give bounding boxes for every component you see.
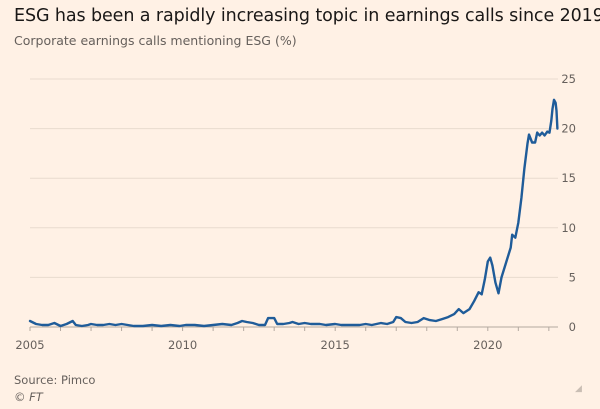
chart-subtitle: Corporate earnings calls mentioning ESG … (14, 33, 297, 48)
series-line-0 (28, 98, 559, 328)
y-tick-label-15: 15 (561, 171, 576, 185)
y-tick-label-10: 10 (561, 221, 576, 235)
x-tick-label-2010: 2010 (168, 338, 197, 352)
y-tick-label-25: 25 (561, 72, 576, 86)
resize-handle-icon[interactable]: ◢ (575, 384, 582, 394)
chart-title: ESG has been a rapidly increasing topic … (14, 6, 600, 26)
source-note: Source: Pimco (14, 373, 96, 387)
y-tick-label-0: 0 (569, 320, 576, 334)
x-tick-label-2005: 2005 (15, 338, 44, 352)
x-tick-label-2015: 2015 (321, 338, 350, 352)
y-tick-label-20: 20 (561, 122, 576, 136)
y-tick-label-5: 5 (569, 270, 576, 284)
x-tick-label-2020: 2020 (473, 338, 502, 352)
ft-credit: © FT (14, 390, 43, 404)
